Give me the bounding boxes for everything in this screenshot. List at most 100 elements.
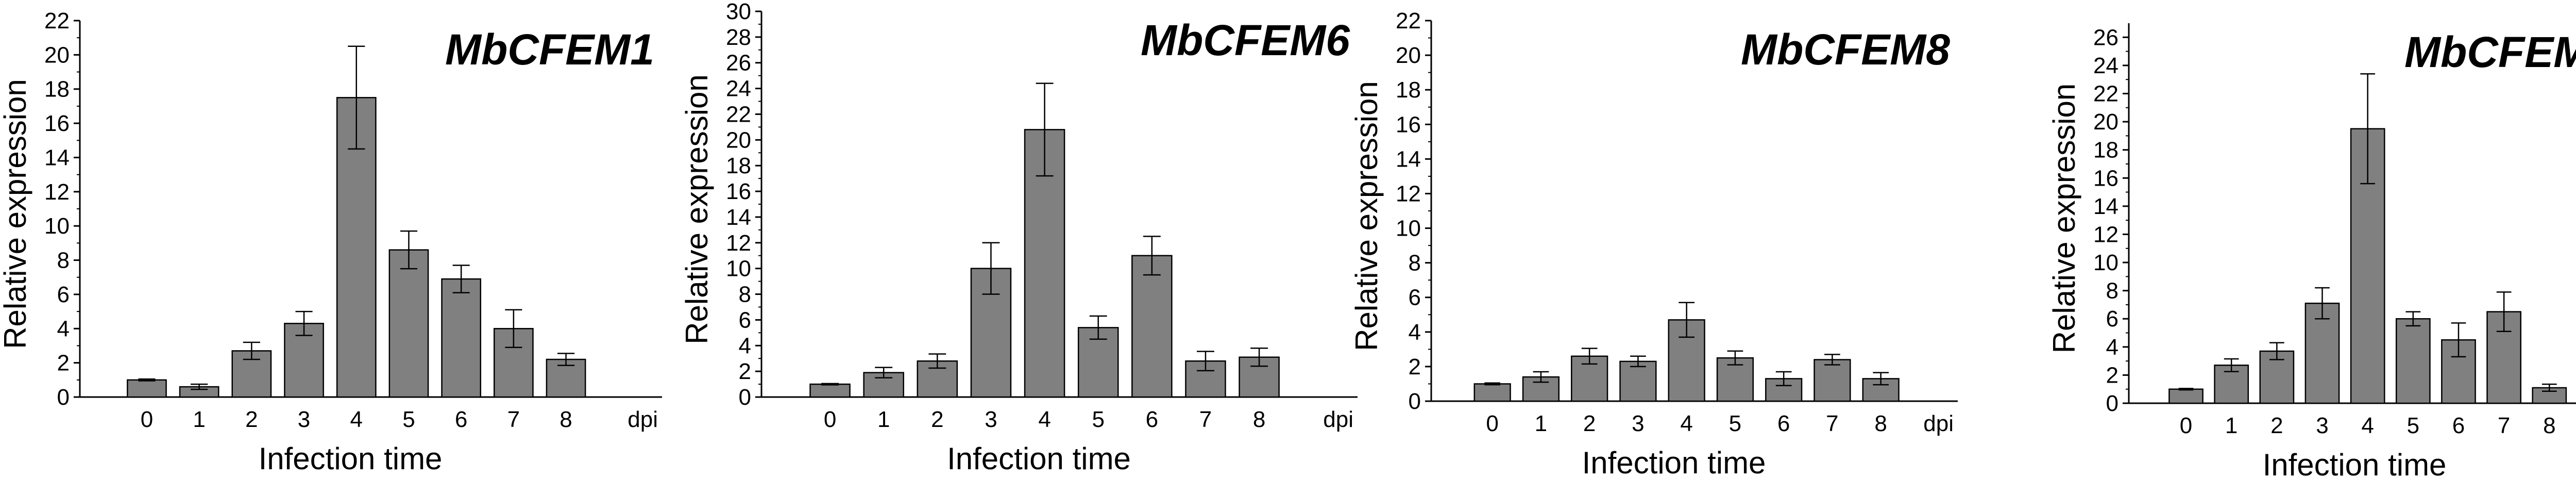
y-tick-label: 12 — [1396, 181, 1421, 206]
x-tick-label: 8 — [1253, 407, 1265, 432]
bar-3 — [2304, 302, 2340, 404]
x-tick-label: 6 — [2452, 413, 2465, 438]
y-axis-title: Relative expression — [680, 74, 714, 344]
x-tick-label: 4 — [350, 407, 363, 432]
error-bar-1 — [1533, 371, 1549, 383]
y-tick-label: 8 — [57, 248, 70, 273]
y-tick-label: 16 — [726, 179, 751, 204]
x-tick-label: 0 — [1486, 411, 1498, 436]
chart-title: MbCFEM9 — [2404, 28, 2576, 76]
x-tick-label: 2 — [1583, 411, 1596, 436]
error-bar-5 — [2405, 311, 2421, 327]
x-tick-label: 6 — [1146, 407, 1158, 432]
y-tick-label: 0 — [739, 385, 751, 410]
x-axis-title: Infection time — [259, 441, 443, 476]
x-tick-label: 3 — [1632, 411, 1644, 436]
y-tick-label: 22 — [726, 102, 751, 127]
error-bar-2 — [2269, 342, 2284, 360]
y-tick-label: 10 — [726, 256, 751, 282]
y-tick-label: 14 — [726, 205, 751, 230]
y-tick-label: 2 — [739, 359, 751, 384]
bar-7 — [1814, 359, 1851, 402]
x-tick-label: 5 — [402, 407, 415, 432]
x-tick-label: 7 — [1826, 411, 1838, 436]
y-tick-label: 26 — [2093, 25, 2119, 50]
x-tick-label: 5 — [1729, 411, 1741, 436]
x-tick-label: 7 — [507, 407, 520, 432]
error-bar-8 — [2541, 383, 2557, 392]
y-tick-label: 6 — [1409, 285, 1421, 310]
error-bar-4 — [1036, 83, 1054, 177]
x-tick-label: 6 — [1777, 411, 1790, 436]
bar-2 — [2259, 350, 2295, 404]
y-tick-label: 16 — [2093, 166, 2119, 191]
error-bar-7 — [1824, 354, 1840, 366]
y-tick-label: 16 — [44, 111, 70, 136]
x-tick-label: 1 — [193, 407, 205, 432]
y-tick-label: 26 — [726, 51, 751, 76]
x-tick-label: 3 — [985, 407, 997, 432]
bar-6 — [441, 278, 482, 398]
error-bar-2 — [243, 341, 260, 360]
y-tick-label: 6 — [739, 307, 751, 333]
y-tick-label: 8 — [1409, 251, 1421, 276]
y-tick-label: 6 — [2106, 306, 2119, 332]
bar-0 — [127, 379, 167, 398]
y-tick-label: 30 — [726, 0, 751, 24]
y-tick-label: 10 — [44, 213, 70, 239]
x-tick-label: 4 — [1038, 407, 1050, 432]
x-unit-label: dpi — [628, 407, 658, 432]
y-tick-label: 22 — [2093, 81, 2119, 106]
y-tick-label: 2 — [57, 351, 70, 376]
y-tick-label: 28 — [726, 25, 751, 50]
bar-8 — [2532, 387, 2567, 404]
x-unit-label: dpi — [1323, 407, 1353, 432]
bar-4 — [1668, 319, 1705, 402]
y-tick-label: 18 — [726, 153, 751, 178]
error-bar-4 — [2360, 73, 2376, 185]
error-bar-5 — [400, 230, 418, 270]
error-bar-1 — [191, 383, 208, 390]
chart-title: MbCFEM1 — [445, 25, 654, 74]
y-tick-label: 20 — [1396, 43, 1421, 68]
error-bar-3 — [982, 242, 1000, 295]
x-tick-label: 3 — [298, 407, 310, 432]
error-bar-0 — [2178, 388, 2194, 391]
x-tick-label: 7 — [2498, 413, 2510, 438]
x-tick-label: 4 — [2361, 413, 2374, 438]
y-tick-label: 8 — [2106, 278, 2119, 304]
y-tick-label: 10 — [1396, 216, 1421, 241]
x-tick-label: 8 — [2543, 413, 2555, 438]
y-tick-label: 20 — [2093, 109, 2119, 135]
y-tick-label: 18 — [1396, 77, 1421, 103]
error-bar-2 — [928, 353, 946, 369]
x-tick-label: 2 — [2270, 413, 2283, 438]
error-bar-3 — [2315, 287, 2330, 320]
y-tick-label: 22 — [1396, 8, 1421, 34]
x-tick-label: 1 — [1535, 411, 1547, 436]
error-bar-4 — [348, 45, 365, 150]
error-bar-3 — [295, 310, 313, 336]
y-tick-label: 12 — [2093, 222, 2119, 247]
chart-panel-4: 02468101214161820222426012345678dpiInfec… — [2047, 23, 2576, 478]
error-bar-6 — [2451, 322, 2466, 358]
y-tick-label: 22 — [44, 8, 70, 34]
bar-5 — [2395, 318, 2431, 404]
chart-title: MbCFEM6 — [1141, 16, 1350, 64]
y-tick-label: 8 — [739, 282, 751, 307]
error-bar-7 — [2496, 291, 2512, 333]
y-axis-title: Relative expression — [1349, 81, 1384, 351]
error-bar-6 — [1775, 371, 1792, 387]
y-tick-label: 14 — [2093, 194, 2119, 219]
x-tick-label: 2 — [245, 407, 258, 432]
y-tick-label: 0 — [57, 385, 70, 410]
y-tick-label: 12 — [44, 179, 70, 205]
x-tick-label: 2 — [931, 407, 943, 432]
bar-3 — [1619, 360, 1657, 402]
error-bar-1 — [2224, 358, 2239, 372]
error-bar-4 — [1679, 302, 1695, 338]
error-bar-2 — [1581, 348, 1598, 365]
